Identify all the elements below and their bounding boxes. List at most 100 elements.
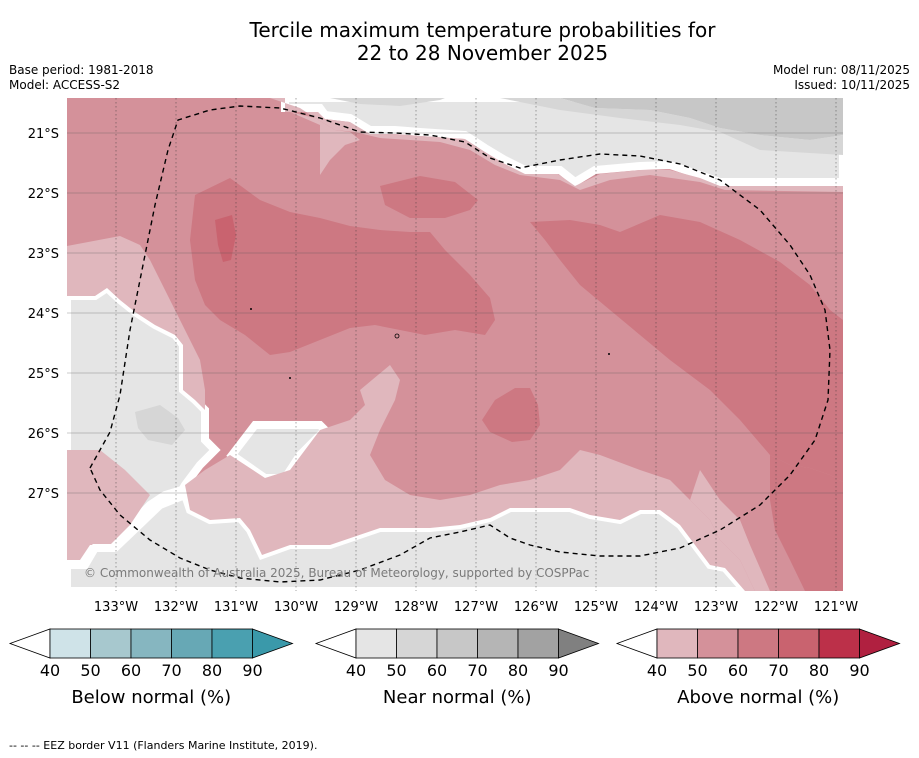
legend-tick: 50 bbox=[386, 661, 406, 680]
above-normal-70-core bbox=[215, 215, 236, 262]
lon-label: 121°W bbox=[814, 600, 858, 615]
copyright-notice: © Commonwealth of Australia 2025, Bureau… bbox=[84, 566, 589, 580]
lon-label: 133°W bbox=[94, 600, 138, 615]
map-field bbox=[67, 98, 843, 591]
legend-swatch bbox=[697, 628, 739, 659]
legend-tick: 70 bbox=[467, 661, 487, 680]
legend-arrow-high bbox=[859, 628, 901, 659]
above-normal-60-north-blob bbox=[380, 176, 478, 218]
legend-arrow-high bbox=[252, 628, 294, 659]
lon-label: 128°W bbox=[394, 600, 438, 615]
legend-swatch bbox=[737, 628, 779, 659]
above-normal-60-east bbox=[530, 215, 843, 482]
footnote-eez: -- -- -- EEZ border V11 (Flanders Marine… bbox=[9, 739, 318, 752]
model-run: Model run: 08/11/2025 bbox=[772, 63, 910, 77]
above-normal-60-south-blob bbox=[482, 388, 540, 442]
legend-tick: 60 bbox=[121, 661, 141, 680]
legend-swatch bbox=[436, 628, 478, 659]
legend-tick: 50 bbox=[687, 661, 707, 680]
model-name: Model: ACCESS-S2 bbox=[9, 78, 121, 92]
legend-arrow-high bbox=[558, 628, 600, 659]
near-normal-zone-north-50b bbox=[330, 98, 445, 106]
legend-tick: 70 bbox=[768, 661, 788, 680]
lat-gridlines bbox=[67, 132, 843, 494]
legend-swatch bbox=[778, 628, 820, 659]
title-line-1: Tercile maximum temperature probabilitie… bbox=[249, 18, 716, 42]
legend-swatch bbox=[477, 628, 519, 659]
base-period: Base period: 1981-2018 bbox=[9, 63, 154, 77]
island-marker bbox=[608, 353, 610, 355]
legend-tick: 50 bbox=[80, 661, 100, 680]
map-title: Tercile maximum temperature probabilitie… bbox=[0, 19, 919, 65]
legend-tick: 90 bbox=[242, 661, 262, 680]
lat-label: 25°S bbox=[28, 367, 59, 382]
lon-label: 123°W bbox=[694, 600, 738, 615]
lon-axis-labels: 133°W 132°W 131°W 130°W 129°W 128°W 127°W 126°W… bbox=[94, 600, 858, 615]
legend-arrow-low bbox=[615, 628, 658, 659]
legend-tick: 60 bbox=[728, 661, 748, 680]
lat-label: 27°S bbox=[28, 487, 59, 502]
above-normal-40-south-center bbox=[185, 365, 755, 591]
legend-tick: 80 bbox=[202, 661, 222, 680]
lon-label: 125°W bbox=[574, 600, 618, 615]
above-normal-60-east-lower bbox=[770, 455, 843, 591]
lat-label: 26°S bbox=[28, 427, 59, 442]
meta-left: Base period: 1981-2018 Model: ACCESS-S2 bbox=[9, 63, 154, 93]
legend-swatch bbox=[818, 628, 860, 659]
legend-arrow-low bbox=[8, 628, 51, 659]
near-normal-zone-north-60 bbox=[560, 98, 843, 140]
lat-label: 24°S bbox=[28, 307, 59, 322]
legend-0: 40 50 60 70 80 90 Below normal (%) bbox=[8, 628, 294, 708]
near-normal-zone-north-50 bbox=[500, 98, 843, 155]
lat-label: 21°S bbox=[28, 127, 59, 142]
issued-date: Issued: 10/11/2025 bbox=[794, 78, 910, 92]
legend-label: Below normal (%) bbox=[71, 687, 231, 708]
legend-tick: 60 bbox=[427, 661, 447, 680]
legend-colorbars: 40 50 60 70 80 90 Below normal (%) 40 50 60 70 80 90… bbox=[8, 628, 901, 708]
legend-tick: 90 bbox=[849, 661, 869, 680]
above-normal-40-upper-strip bbox=[290, 112, 360, 175]
lon-label: 127°W bbox=[454, 600, 498, 615]
legend-2: 40 50 60 70 80 90 Above normal (%) bbox=[615, 628, 901, 708]
legend-swatch bbox=[656, 628, 698, 659]
lat-label: 23°S bbox=[28, 247, 59, 262]
legend-swatch bbox=[396, 628, 438, 659]
above-normal-40-east-edge bbox=[690, 470, 770, 591]
lon-label: 131°W bbox=[214, 600, 258, 615]
legend-arrow-low bbox=[314, 628, 357, 659]
meta-right: Model run: 08/11/2025 Issued: 10/11/2025 bbox=[773, 63, 910, 93]
legend-label: Near normal (%) bbox=[383, 687, 532, 708]
legend-1: 40 50 60 70 80 90 Near normal (%) bbox=[314, 628, 600, 708]
legend-swatch bbox=[49, 628, 91, 659]
eez-border bbox=[89, 105, 831, 583]
legend-swatch bbox=[171, 628, 213, 659]
legend-tick: 40 bbox=[40, 661, 60, 680]
legend-tick: 80 bbox=[508, 661, 528, 680]
island-marker bbox=[250, 308, 252, 310]
near-normal-west-50 bbox=[135, 405, 185, 445]
legend-label: Above normal (%) bbox=[677, 687, 839, 708]
legend-swatch bbox=[517, 628, 559, 659]
legend-tick: 90 bbox=[548, 661, 568, 680]
lon-label: 130°W bbox=[274, 600, 318, 615]
lon-label: 129°W bbox=[334, 600, 378, 615]
above-normal-40-west-strip bbox=[67, 236, 205, 410]
lon-label: 126°W bbox=[514, 600, 558, 615]
lat-axis-labels: 21°S 22°S 23°S 24°S 25°S 26°S 27°S bbox=[28, 127, 59, 502]
above-normal-60-core bbox=[190, 178, 495, 355]
legend-tick: 80 bbox=[809, 661, 829, 680]
legend-tick: 40 bbox=[647, 661, 667, 680]
lat-label: 22°S bbox=[28, 187, 59, 202]
legend-tick: 70 bbox=[161, 661, 181, 680]
title-line-2: 22 to 28 November 2025 bbox=[356, 41, 609, 65]
legend-swatch bbox=[90, 628, 132, 659]
legend-swatch bbox=[211, 628, 253, 659]
legend-swatch bbox=[355, 628, 397, 659]
legend-tick: 40 bbox=[346, 661, 366, 680]
above-normal-40-southwest bbox=[67, 450, 150, 560]
lon-label: 122°W bbox=[754, 600, 798, 615]
island-marker bbox=[394, 333, 400, 339]
island-marker bbox=[289, 377, 291, 379]
lon-label: 132°W bbox=[154, 600, 198, 615]
